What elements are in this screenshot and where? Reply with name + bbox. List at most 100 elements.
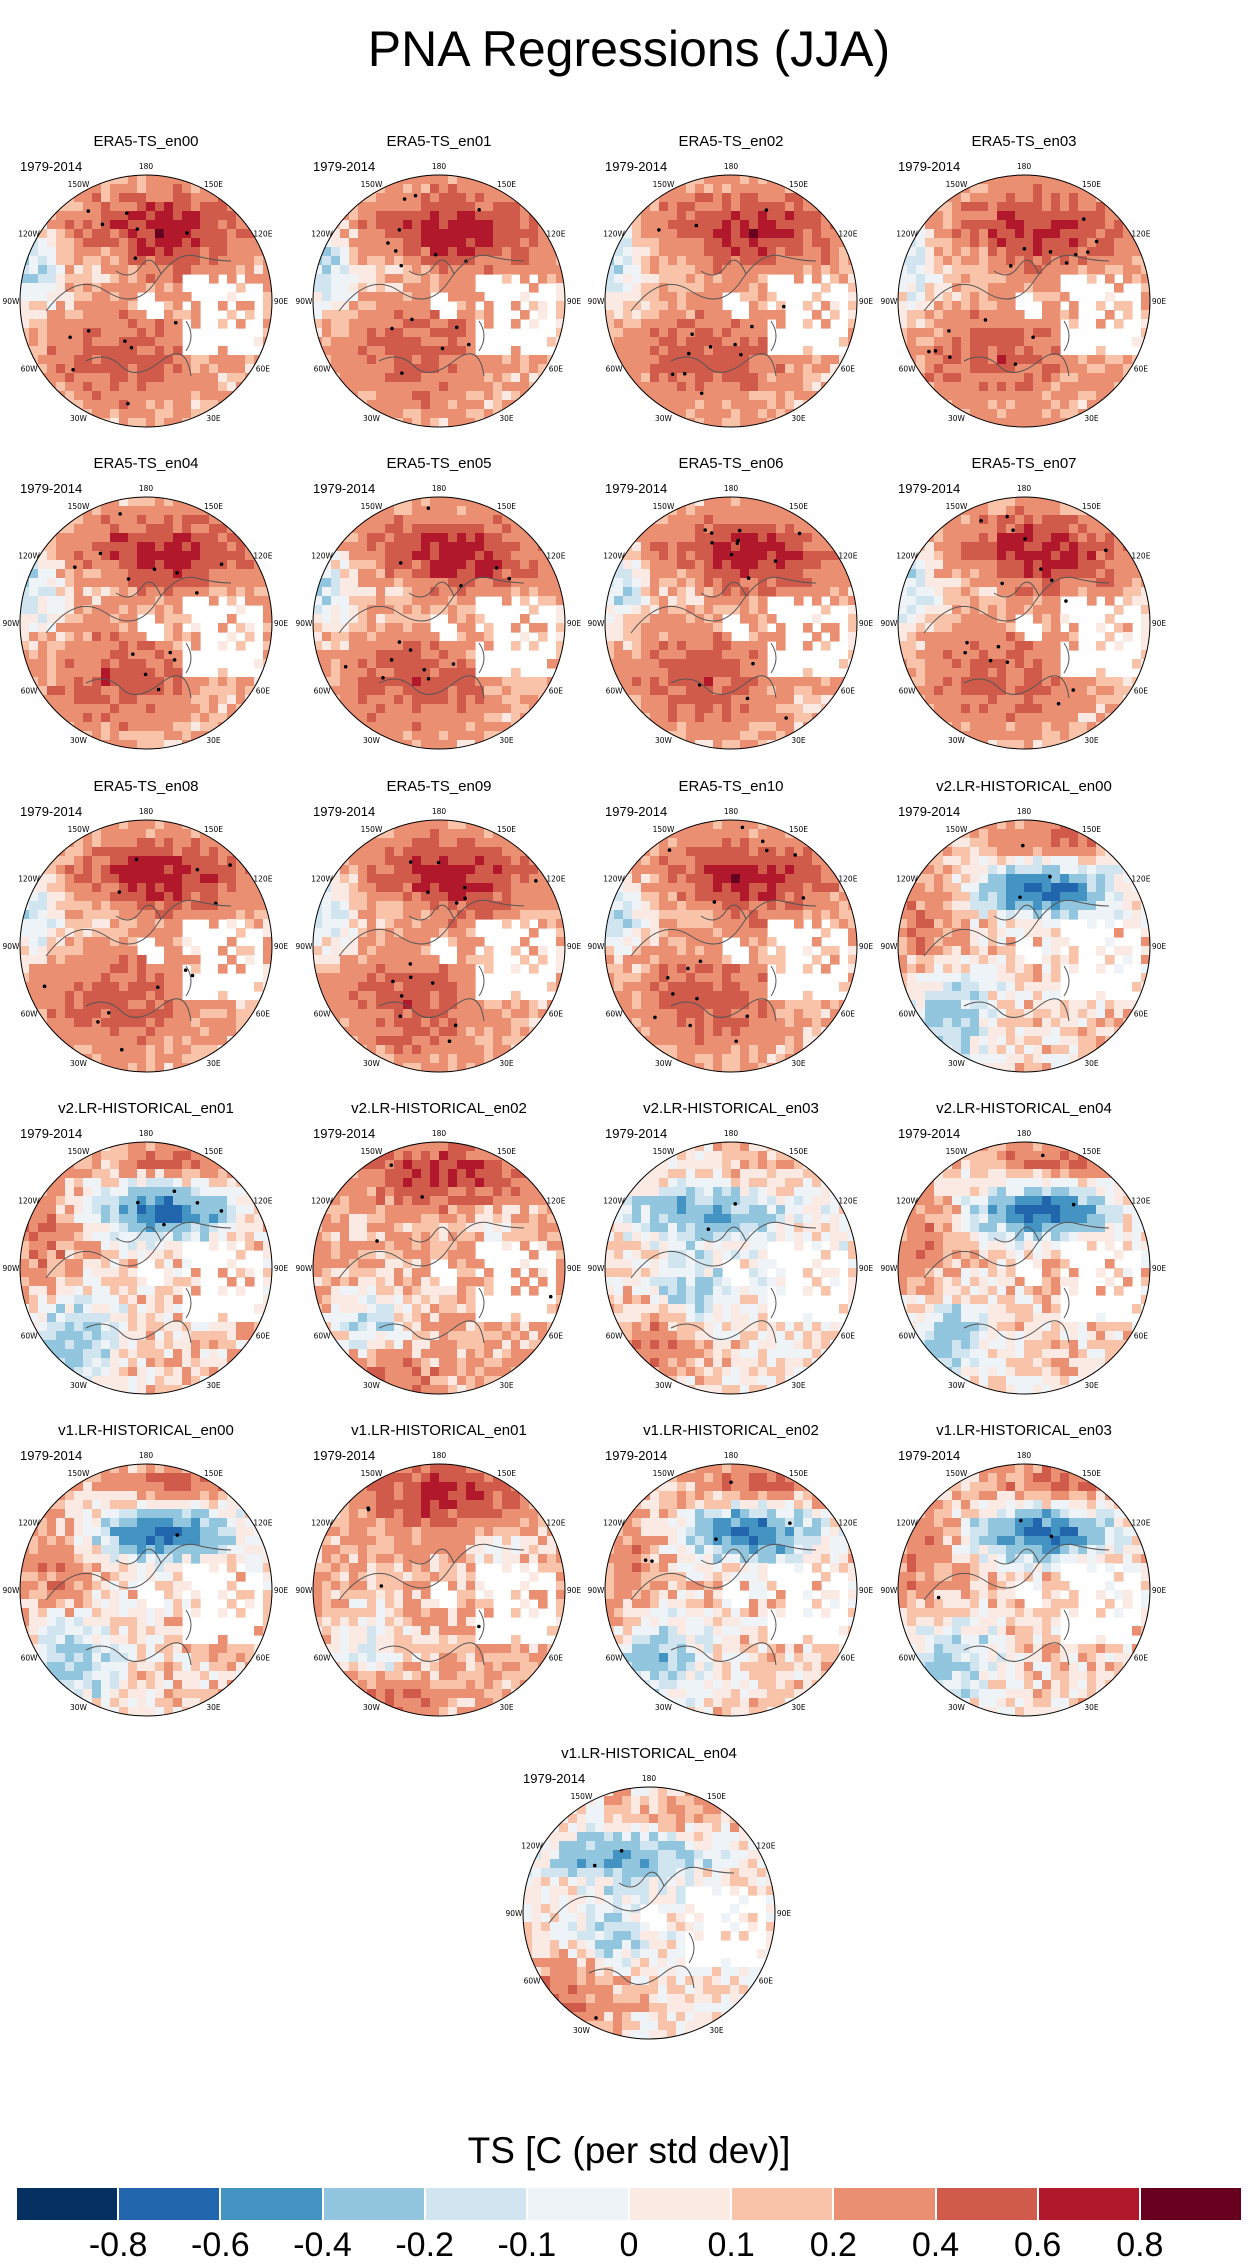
longitude-label: 150W xyxy=(68,180,90,189)
longitude-label: 30W xyxy=(363,1381,381,1390)
longitude-label: 90W xyxy=(881,1264,899,1273)
longitude-label: 90W xyxy=(3,1586,21,1595)
panel-title: v1.LR-HISTORICAL_en03 xyxy=(936,1422,1112,1439)
longitude-label: 180 xyxy=(139,1129,154,1138)
longitude-label: 30E xyxy=(499,414,514,423)
longitude-label: 30W xyxy=(363,1059,381,1068)
polar-map: 180 150E 120E 90E 60E 30E 0 30W 60W 90W 120W 150W xyxy=(881,484,1167,755)
longitude-label: 180 xyxy=(724,1451,739,1460)
figure-title: PNA Regressions (JJA) xyxy=(367,21,891,77)
panel-period: 1979-2014 xyxy=(313,1448,376,1463)
panel-title: ERA5-TS_en02 xyxy=(678,133,784,150)
longitude-label: 90W xyxy=(296,942,314,951)
longitude-label: 30W xyxy=(363,414,381,423)
longitude-label: 150W xyxy=(571,1792,593,1801)
longitude-label: 150E xyxy=(204,1147,223,1156)
longitude-label: 60E xyxy=(549,1654,564,1663)
longitude-label: 180 xyxy=(724,1129,739,1138)
polar-map: 180 150E 120E 90E 60E 30E 0 30W 60W 90W 120W 150W xyxy=(881,807,1167,1078)
panel-title: v2.LR-HISTORICAL_en02 xyxy=(351,1100,527,1117)
longitude-label: 60E xyxy=(841,1654,856,1663)
longitude-label: 120E xyxy=(546,1197,565,1206)
longitude-label: 90E xyxy=(859,1264,874,1273)
colorbar-box xyxy=(118,2187,221,2221)
longitude-label: 120W xyxy=(603,1197,625,1206)
longitude-label: 120E xyxy=(838,1519,857,1528)
longitude-label: 30E xyxy=(206,1703,221,1712)
colorbar-tick-label: 0.1 xyxy=(707,2226,755,2264)
longitude-label: 180 xyxy=(1017,1129,1032,1138)
panel-title: ERA5-TS_en05 xyxy=(386,455,492,472)
panel-title: ERA5-TS_en04 xyxy=(93,455,199,472)
panel-title: v2.LR-HISTORICAL_en01 xyxy=(58,1100,234,1117)
longitude-label: 150W xyxy=(653,502,675,511)
panel-title: v1.LR-HISTORICAL_en01 xyxy=(351,1422,527,1439)
longitude-label: 180 xyxy=(724,484,739,493)
longitude-label: 60W xyxy=(899,365,917,374)
longitude-label: 150E xyxy=(707,1792,726,1801)
panel-period: 1979-2014 xyxy=(898,481,961,496)
longitude-label: 120E xyxy=(1131,230,1150,239)
longitude-label: 150E xyxy=(204,180,223,189)
longitude-label: 60E xyxy=(841,365,856,374)
longitude-label: 150W xyxy=(946,825,968,834)
longitude-label: 90E xyxy=(859,297,874,306)
longitude-label: 30W xyxy=(70,1703,88,1712)
longitude-label: 90W xyxy=(3,297,21,306)
longitude-label: 60E xyxy=(841,1010,856,1019)
longitude-label: 30E xyxy=(499,736,514,745)
panel-period: 1979-2014 xyxy=(898,1448,961,1463)
longitude-label: 90E xyxy=(274,942,289,951)
map-panel: ERA5-TS_en05 180 150E 120E 90E 60E 30E 0 30W 60W 9… xyxy=(293,455,585,755)
longitude-label: 120E xyxy=(253,552,272,561)
panel-title: ERA5-TS_en08 xyxy=(93,778,199,795)
longitude-label: 0 xyxy=(1022,432,1027,433)
longitude-label: 30E xyxy=(206,414,221,423)
map-panel: v2.LR-HISTORICAL_en01 180 150E 120E 90E 60E 30… xyxy=(0,1100,292,1400)
longitude-label: 150E xyxy=(789,502,808,511)
longitude-label: 60W xyxy=(899,687,917,696)
polar-map: 180 150E 120E 90E 60E 30E 0 30W 60W 90W 120W 150W xyxy=(3,162,289,433)
map-panel: v1.LR-HISTORICAL_en02 180 150E 120E 90E 60E 30… xyxy=(585,1422,877,1722)
map-panel: ERA5-TS_en01 180 150E 120E 90E 60E 30E 0 30W 60W 9… xyxy=(293,133,585,433)
longitude-label: 60W xyxy=(21,1010,39,1019)
longitude-label: 0 xyxy=(437,432,442,433)
map-panel: ERA5-TS_en04 180 150E 120E 90E 60E 30E 0 30W 60W 9… xyxy=(0,455,292,755)
panel-title: v1.LR-HISTORICAL_en02 xyxy=(643,1422,819,1439)
longitude-label: 60W xyxy=(314,365,332,374)
longitude-label: 60E xyxy=(1134,1654,1149,1663)
longitude-label: 180 xyxy=(642,1774,657,1783)
longitude-label: 90W xyxy=(3,942,21,951)
longitude-label: 30E xyxy=(1084,736,1099,745)
longitude-label: 150E xyxy=(1082,502,1101,511)
longitude-label: 60W xyxy=(606,1010,624,1019)
longitude-label: 180 xyxy=(724,807,739,816)
longitude-label: 120W xyxy=(521,1842,543,1851)
panel-title: ERA5-TS_en00 xyxy=(93,133,199,150)
longitude-label: 30W xyxy=(363,736,381,745)
longitude-label: 120E xyxy=(546,1519,565,1528)
longitude-label: 30E xyxy=(206,736,221,745)
longitude-label: 0 xyxy=(144,1399,149,1400)
longitude-label: 90E xyxy=(274,1586,289,1595)
longitude-label: 180 xyxy=(139,1451,154,1460)
longitude-label: 60W xyxy=(21,1332,39,1341)
colorbar-box xyxy=(16,2187,119,2221)
longitude-label: 30W xyxy=(948,1381,966,1390)
colorbar-box xyxy=(1139,2187,1243,2221)
longitude-label: 150W xyxy=(946,1147,968,1156)
longitude-label: 30E xyxy=(1084,1381,1099,1390)
longitude-label: 0 xyxy=(1022,754,1027,755)
longitude-label: 30E xyxy=(791,736,806,745)
longitude-label: 120W xyxy=(896,875,918,884)
map-panel: v1.LR-HISTORICAL_en01 180 150E 120E 90E 60E 30… xyxy=(293,1422,585,1722)
longitude-label: 90W xyxy=(296,1586,314,1595)
polar-map: 180 150E 120E 90E 60E 30E 0 30W 60W 90W 120W 150W xyxy=(3,1129,289,1400)
longitude-label: 60E xyxy=(256,1332,271,1341)
longitude-label: 0 xyxy=(729,1399,734,1400)
longitude-label: 120W xyxy=(603,875,625,884)
polar-map: 180 150E 120E 90E 60E 30E 0 30W 60W 90W 120W 150W xyxy=(3,484,289,755)
longitude-label: 150W xyxy=(361,825,383,834)
panel-title: v2.LR-HISTORICAL_en00 xyxy=(936,778,1112,795)
longitude-label: 150W xyxy=(946,1469,968,1478)
